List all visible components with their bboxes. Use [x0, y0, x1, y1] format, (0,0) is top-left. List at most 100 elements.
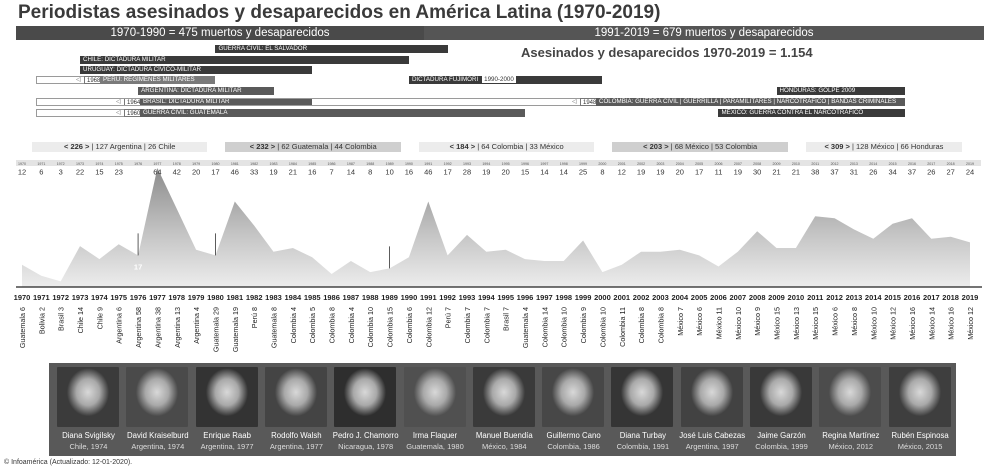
data-label: 22	[76, 168, 84, 177]
year-tick-small: 2004	[676, 162, 684, 166]
country-label: Guatemala 4	[521, 307, 530, 348]
country-label: Argentina 13	[173, 307, 182, 348]
data-label: 14	[347, 168, 355, 177]
journalist-photo	[680, 367, 743, 427]
year-tick-small: 2018	[947, 162, 955, 166]
data-label: 30	[753, 168, 761, 177]
page-title: Periodistas asesinados y desaparecidos e…	[18, 2, 661, 23]
x-tick-label: 2015	[884, 293, 901, 302]
x-tick-label: 1991	[420, 293, 437, 302]
country-label: Colombia 8	[328, 307, 337, 343]
x-tick-label: 2011	[807, 293, 823, 302]
journalist-meta: Argentina, 1977	[200, 442, 254, 451]
journalist-name: Irma Flaquer	[412, 431, 458, 440]
period-bar: BRASIL: DICTADURA MILITAR	[140, 98, 313, 106]
country-label: Bolivia 2	[37, 307, 46, 334]
data-label: 42	[173, 168, 181, 177]
data-label: 37	[908, 168, 916, 177]
x-tick-label: 2016	[904, 293, 921, 302]
period-summary: < 309 > | 128 México | 66 Honduras	[805, 142, 962, 152]
country-label: México 9	[753, 307, 762, 336]
x-tick-label: 1998	[555, 293, 572, 302]
period-bar: MÉXICO: GUERRA CONTRA EL NARCOTRÁFICO	[718, 109, 905, 117]
year-tick-small: 2011	[811, 162, 819, 166]
year-tick-small: 1997	[540, 162, 548, 166]
data-label: 15	[95, 168, 103, 177]
data-label: 19	[482, 168, 490, 177]
period-summary: < 226 > | 127 Argentina | 26 Chile	[32, 142, 208, 152]
journalist-photo	[472, 367, 535, 427]
x-tick-label: 2005	[691, 293, 708, 302]
country-label: México 10	[869, 307, 878, 340]
year-tick-small: 2012	[831, 162, 839, 166]
country-label: Brasil 3	[57, 307, 66, 331]
journalist-name: Diana Turbay	[619, 431, 667, 440]
country-label: Colombia 11	[618, 307, 627, 347]
journalist-photo	[403, 367, 466, 427]
country-label: México 15	[773, 307, 782, 340]
year-tick-small: 1988	[366, 162, 374, 166]
journalist-meta: México, 2015	[897, 442, 943, 451]
journalist-meta: Argentina, 1997	[685, 442, 739, 451]
period-bar: GUERRA CIVIL: EL SALVADOR	[215, 45, 448, 53]
left-arrow-icon: ◁	[116, 99, 121, 105]
data-label: 17	[134, 262, 142, 271]
country-label: México 11	[714, 307, 723, 339]
year-tick-small: 1984	[289, 162, 297, 166]
x-tick-label: 1994	[478, 293, 496, 302]
data-label: 28	[463, 168, 471, 177]
data-label: 19	[656, 168, 664, 177]
country-label: Colombia 7	[482, 307, 491, 343]
x-tick-label: 1993	[459, 293, 476, 302]
x-tick-label: 2006	[710, 293, 727, 302]
journalist-meta: Nicaragua, 1978	[338, 442, 394, 451]
country-label: México 6	[695, 307, 704, 336]
year-tick-small: 2019	[966, 162, 974, 166]
data-label: 21	[772, 168, 780, 177]
year-tick-small: 1993	[463, 162, 471, 166]
credit: © Infoamérica (Actualizado: 12-01-2020).	[4, 459, 133, 466]
country-label: Colombia 12	[424, 307, 433, 347]
year-strip	[16, 160, 981, 166]
country-label: México 14	[927, 307, 936, 340]
journalist-name: Enrique Raab	[203, 431, 251, 440]
period-summary: < 232 > | 62 Guatemala | 44 Colombia	[225, 142, 401, 152]
country-label: Argentina 4	[192, 307, 201, 344]
journalist-meta: Argentina, 1974	[131, 442, 185, 451]
journalist-meta: Guatemala, 1980	[406, 442, 464, 451]
year-tick-small: 1999	[579, 162, 587, 166]
data-label: 19	[734, 168, 742, 177]
country-label: México 15	[811, 307, 820, 340]
period-bar: COLOMBIA: GUERRA CIVIL | GUERRILLA | PAR…	[596, 98, 905, 106]
year-tick-small: 1998	[560, 162, 568, 166]
journalist-photo	[57, 367, 119, 427]
country-label: Colombia 10	[366, 307, 375, 347]
year-tick-small: 2009	[773, 162, 781, 166]
data-label: 6	[39, 168, 43, 177]
journalist-name: Rubén Espinosa	[891, 431, 949, 440]
journalist-photo	[126, 367, 189, 427]
data-label: 3	[59, 168, 63, 177]
data-label: 17	[211, 168, 219, 177]
year-tick-small: 1994	[482, 162, 490, 166]
x-tick-label: 2002	[633, 293, 650, 302]
year-tick-small: 2016	[908, 162, 916, 166]
data-label: 7	[329, 168, 333, 177]
period-bar: DICTADURA FUJIMORI 1990-2000	[408, 76, 603, 84]
journalist-gallery: Diana Svigilsky Chile, 1974 David Kraiselb…	[49, 363, 956, 456]
x-tick-label: 1983	[265, 293, 282, 302]
year-tick-small: 1981	[231, 162, 239, 166]
data-label: 10	[385, 168, 393, 177]
data-label: 14	[560, 168, 568, 177]
country-label: Colombia 10	[560, 307, 569, 347]
x-tick-label: 1980	[207, 293, 224, 302]
year-tick-small: 2003	[656, 162, 664, 166]
data-label: 8	[600, 168, 604, 177]
period-bar: GUERRA CIVIL: GUATEMALA	[140, 109, 526, 117]
journalist-name: Guillermo Cano	[546, 431, 601, 440]
year-tick-small: 2002	[637, 162, 645, 166]
data-label: 31	[850, 168, 858, 177]
data-label: 17	[443, 168, 451, 177]
x-tick-label: 2012	[826, 293, 843, 302]
country-label: México 13	[792, 307, 801, 340]
